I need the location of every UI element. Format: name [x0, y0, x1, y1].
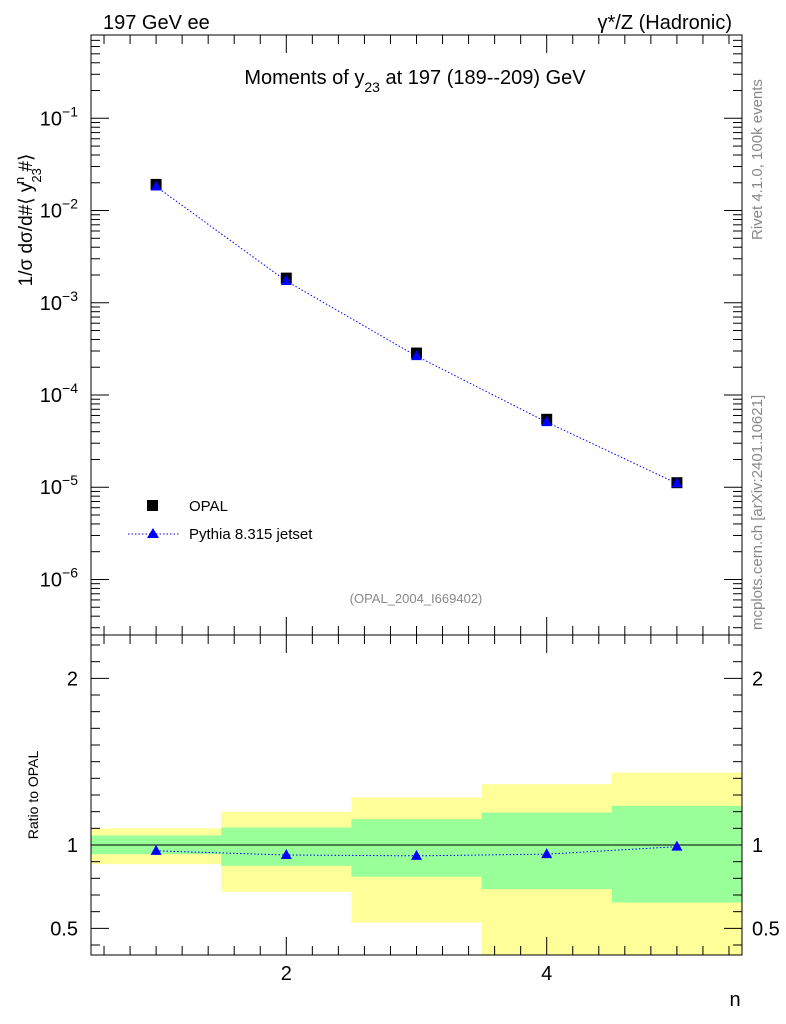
ratio-y-tick-label-right: 2 [752, 668, 763, 690]
pythia-data-point [280, 275, 292, 286]
ratio-frame [90, 634, 743, 956]
legend-opal-label: OPAL [189, 498, 228, 515]
analysis-id-watermark: (OPAL_2004_I669402) [350, 591, 483, 606]
ratio-mc-point [541, 848, 553, 859]
ratio-y-tick-label-right: 0.5 [752, 918, 780, 940]
main-y-tick-label: 10−4 [40, 380, 78, 407]
ratio-mc-point [411, 849, 422, 860]
main-y-axis-label: 1/σ dσ/d#⟨ y23n #⟩ [12, 154, 44, 287]
main-y-tick-label: 10−3 [40, 288, 78, 315]
ratio-y-axis-label: Ratio to OPAL [25, 751, 41, 840]
main-panel: 10−6 10−5 10−4 10−3 10−2 10−1 Moments of y23 … [12, 34, 743, 636]
main-y-tick-label: 10−6 [40, 564, 78, 591]
mcplots-source-label: mcplots.cern.ch [arXiv:2401.10621] [749, 395, 766, 630]
energy-label: 197 GeV ee [103, 12, 210, 34]
ratio-inner-band [611, 805, 742, 903]
pythia-data-point [671, 477, 683, 488]
main-y-tick-label: 10−2 [40, 196, 78, 223]
legend-opal-marker [147, 500, 158, 511]
process-label: γ*/Z (Hadronic) [598, 12, 732, 34]
x-axis-label: n [729, 989, 740, 1011]
x-tick-label: 4 [541, 963, 552, 985]
ratio-mc-point [280, 849, 292, 859]
x-tick-label: 2 [281, 963, 292, 985]
ratio-mc-point [671, 840, 683, 851]
ratio-y-tick-label-right: 1 [752, 835, 763, 857]
legend-pythia-marker [147, 528, 159, 538]
ratio-inner-band [351, 819, 482, 877]
main-y-tick-label: 10−1 [40, 103, 78, 130]
pythia-line [155, 186, 678, 484]
pythia-data-point [411, 350, 422, 361]
rivet-version-label: Rivet 4.1.0, 100k events [749, 79, 766, 240]
ratio-y-tick-label: 1 [67, 835, 78, 857]
ratio-mc-point [150, 844, 162, 855]
plot-title: Moments of y23 at 197 (189--209) GeV [244, 67, 586, 95]
ratio-y-tick-label: 2 [67, 668, 78, 690]
pythia-data-point [150, 180, 162, 191]
legend-pythia-label: Pythia 8.315 jetset [189, 526, 313, 543]
main-y-tick-label: 10−5 [40, 472, 78, 499]
pythia-data-point [541, 416, 553, 427]
legend: OPAL Pythia 8.315 jetset [128, 498, 313, 543]
ratio-panel: 0.5 0.5 1 1 2 2 2 4 Ratio to OPAL n [25, 634, 780, 1011]
ratio-inner-band [221, 827, 352, 866]
ratio-y-tick-label: 0.5 [50, 918, 78, 940]
main-frame [90, 34, 743, 636]
